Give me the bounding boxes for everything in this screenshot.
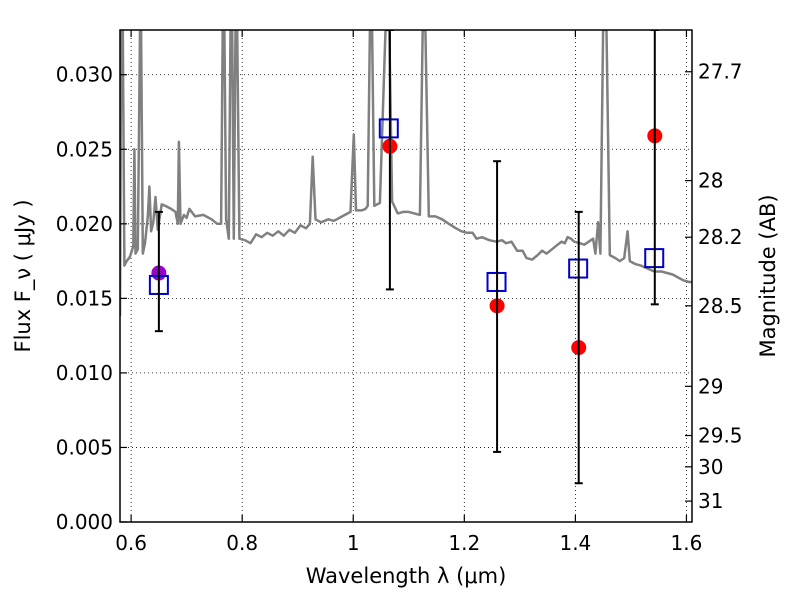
- grid: [120, 30, 692, 523]
- y-tick-label: 0.020: [56, 212, 113, 236]
- right-tick-label: 30: [698, 455, 723, 479]
- y-tick-label: 0.015: [56, 286, 113, 310]
- x-tick-label: 0.6: [115, 531, 147, 555]
- axes-frame: [119, 29, 693, 523]
- x-tick-label: 1.2: [448, 531, 480, 555]
- y-tick-label: 0.010: [56, 361, 113, 385]
- y-tick-label: 0.030: [56, 63, 113, 87]
- model-spectrum-line: [120, 30, 692, 317]
- right-tick-label: 31: [698, 489, 723, 513]
- y-tick-label: 0.000: [56, 510, 113, 534]
- right-tick-label: 29.5: [698, 424, 743, 448]
- ticks: 0.6 0.8 1 1.2 1.4 1.6 0.000 0.005 0.010 0.015 0.02…: [56, 30, 743, 555]
- y-tick-label: 0.005: [56, 435, 113, 459]
- right-tick-label: 28: [698, 169, 723, 193]
- right-tick-label: 28.5: [698, 294, 743, 318]
- x-axis-title: Wavelength λ (μm): [306, 564, 507, 588]
- right-tick-label: 28.2: [698, 225, 743, 249]
- model-flux-square: [378, 118, 399, 139]
- right-tick-label: 29: [698, 374, 723, 398]
- x-tick-label: 1.6: [671, 531, 703, 555]
- right-tick-label: 27.7: [698, 60, 743, 84]
- plot-frame: [119, 29, 693, 523]
- right-axis-title: Magnitude (AB): [756, 194, 780, 357]
- plot-area: [120, 30, 692, 485]
- x-tick-label: 1: [347, 531, 360, 555]
- y-tick-label: 0.025: [56, 137, 113, 161]
- y-axis-title: Flux F_ν ( μJy ): [11, 199, 36, 352]
- x-tick-label: 0.8: [226, 531, 258, 555]
- x-tick-label: 1.4: [559, 531, 591, 555]
